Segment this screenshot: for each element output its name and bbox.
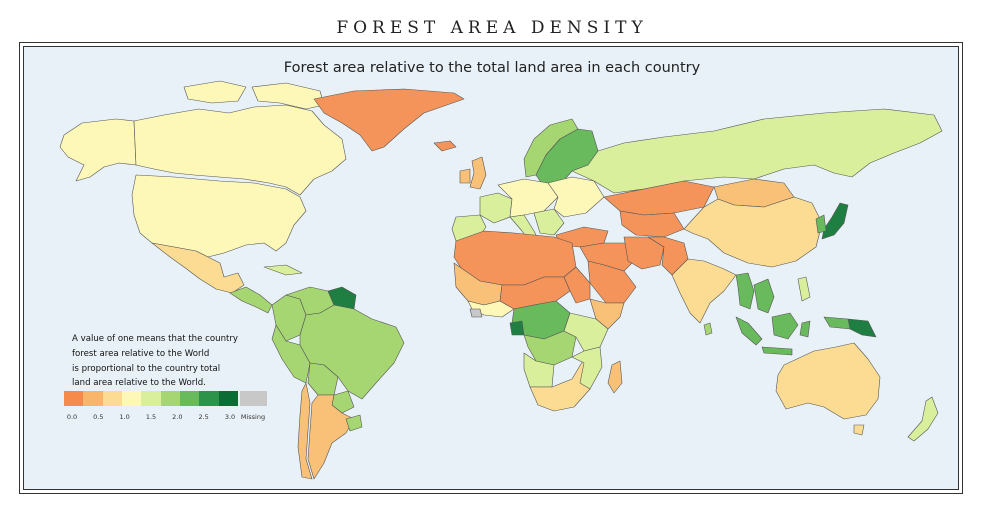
legend-color-cell xyxy=(64,391,84,406)
island-arctic-canada xyxy=(183,80,247,104)
legend-color-cell xyxy=(160,391,180,406)
country-alaska xyxy=(59,118,137,182)
island-west-papua xyxy=(823,316,851,330)
island-java xyxy=(761,346,793,356)
legend-missing-label: Missing xyxy=(240,413,266,421)
country-iceland xyxy=(433,140,457,152)
country-ireland xyxy=(459,168,471,184)
island-sumatra xyxy=(735,316,763,346)
country-usa xyxy=(131,174,307,258)
country-madagascar xyxy=(607,360,623,394)
island-sulawesi xyxy=(799,320,811,338)
country-cuba xyxy=(263,264,303,276)
legend-tick-label: 2.5 xyxy=(198,413,209,421)
country-sri-lanka xyxy=(703,322,713,336)
legend-color-cell xyxy=(141,391,161,406)
legend-tick-label: 3.0 xyxy=(224,413,236,421)
legend-tick-label: 1.0 xyxy=(119,413,130,421)
legend-color-bar xyxy=(64,391,238,406)
legend-color-cell xyxy=(199,391,219,406)
country-uruguay xyxy=(345,414,363,432)
country-japan xyxy=(821,202,849,240)
legend-tick-label: 2.0 xyxy=(172,413,183,421)
legend-tick-label: 0.5 xyxy=(93,413,104,421)
legend-color-cell xyxy=(121,391,142,406)
legend-note-line: forest area relative to the World xyxy=(72,348,210,359)
legend-note-line: is proportional to the country total xyxy=(72,363,221,374)
legend-note-line: land area relative to the World. xyxy=(72,378,206,389)
region-balkans xyxy=(533,208,565,236)
country-new-zealand xyxy=(907,396,939,442)
country-saudi-arabia xyxy=(587,260,637,304)
country-canada xyxy=(133,104,347,196)
legend-color-cell xyxy=(102,391,122,406)
country-korea xyxy=(815,214,827,234)
legend-missing-swatch xyxy=(240,391,267,406)
island-baffin xyxy=(251,82,325,110)
country-argentina xyxy=(307,394,355,480)
legend-color-cell xyxy=(83,391,103,406)
region-eastern-europe xyxy=(547,176,605,218)
country-liberia-missing xyxy=(469,308,483,318)
island-borneo xyxy=(771,312,799,340)
region-sahel xyxy=(499,276,571,310)
island-tasmania xyxy=(853,424,865,436)
map-frame: Forest area relative to the total land a… xyxy=(23,46,959,490)
map-title: FOREST AREA DENSITY xyxy=(336,18,648,38)
country-mexico xyxy=(151,242,245,294)
country-philippines xyxy=(797,276,811,302)
map-frame-outer xyxy=(19,42,963,494)
country-france xyxy=(479,192,513,224)
country-brazil xyxy=(299,304,405,400)
legend-color-cell xyxy=(179,391,200,406)
world-map xyxy=(59,80,943,480)
country-india xyxy=(671,258,737,324)
country-australia xyxy=(775,342,881,420)
country-greenland xyxy=(313,88,465,152)
map-subtitle: Forest area relative to the total land a… xyxy=(283,60,701,76)
legend-note-line: A value of one means that the country xyxy=(72,334,239,344)
country-papua-new-guinea xyxy=(847,318,877,338)
country-chile xyxy=(297,382,313,480)
country-china xyxy=(683,196,823,268)
country-mozambique xyxy=(571,346,603,390)
legend-note: A value of one means that the country fo… xyxy=(72,332,272,391)
region-central-asia xyxy=(619,210,685,238)
legend-tick-label: 0.0 xyxy=(66,413,78,421)
legend-color-cell xyxy=(218,391,238,406)
region-central-america xyxy=(229,286,273,314)
legend-tick-label: 1.5 xyxy=(145,413,157,421)
country-gabon xyxy=(509,320,525,336)
region-indochina xyxy=(753,278,775,314)
country-uk xyxy=(469,156,487,190)
region-myanmar-thailand xyxy=(735,272,755,310)
